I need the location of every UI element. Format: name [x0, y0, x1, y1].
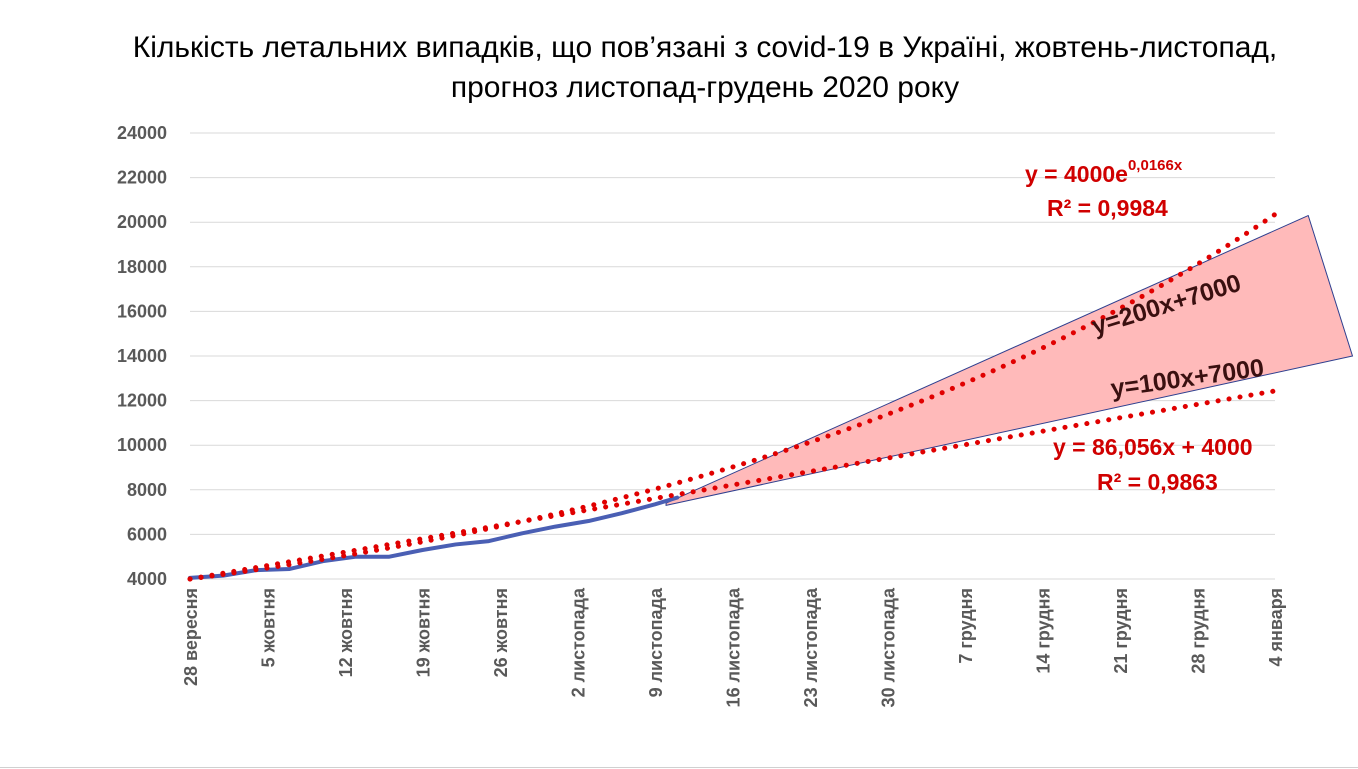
- x-tick-label: 5 жовтня: [259, 588, 279, 667]
- y-tick-label: 6000: [127, 524, 167, 544]
- chart-title-line1: Кількість летальних випадків, що пов’яза…: [132, 31, 1278, 64]
- trendline-exponential: [187, 211, 1278, 582]
- y-tick-label: 24000: [117, 123, 167, 143]
- y-tick-label: 22000: [117, 168, 167, 188]
- y-tick-label: 16000: [117, 301, 167, 321]
- x-tick-label: 12 жовтня: [336, 588, 356, 677]
- x-tick-label: 19 жовтня: [414, 588, 434, 677]
- y-tick-label: 4000: [127, 569, 167, 589]
- x-tick-label: 23 листопада: [801, 587, 821, 707]
- trendlines-group: [187, 211, 1278, 582]
- y-tick-label: 12000: [117, 391, 167, 411]
- x-tick-label: 9 листопада: [646, 587, 666, 697]
- exp-trend-equation: y = 4000e0,0166x: [1025, 157, 1183, 187]
- y-axis: 4000 6000 8000 10000 12000 14000 16000 18000 200…: [117, 123, 167, 589]
- x-tick-label: 30 листопада: [879, 587, 899, 707]
- x-axis: 28 вересня 5 жовтня 12 жовтня 19 жовтня 26 ж…: [181, 587, 1286, 707]
- linear-trend-equation: y = 86,056x + 4000: [1053, 434, 1253, 460]
- x-tick-label: 28 грудня: [1189, 588, 1209, 674]
- x-tick-label: 26 жовтня: [491, 588, 511, 677]
- series-line-actual: [188, 495, 680, 580]
- x-tick-label: 2 листопада: [569, 587, 589, 697]
- exp-trend-equation-exponent: 0,0166x: [1128, 157, 1183, 174]
- y-tick-label: 8000: [127, 480, 167, 500]
- x-tick-label: 14 грудня: [1034, 588, 1054, 674]
- y-tick-label: 20000: [117, 212, 167, 232]
- x-tick-label: 7 грудня: [956, 588, 976, 664]
- linear-trend-r2: R² = 0,9863: [1097, 469, 1218, 495]
- y-tick-label: 14000: [117, 346, 167, 366]
- y-tick-label: 18000: [117, 257, 167, 277]
- y-tick-label: 10000: [117, 435, 167, 455]
- bottom-divider: [0, 767, 1358, 768]
- x-tick-label: 4 января: [1266, 588, 1286, 667]
- x-tick-label: 16 листопада: [724, 587, 744, 707]
- chart-title-line2: прогноз листопад-грудень 2020 року: [450, 71, 960, 104]
- chart-title: Кількість летальних випадків, що пов’яза…: [60, 28, 1350, 108]
- x-tick-label: 21 грудня: [1111, 588, 1131, 674]
- exp-trend-r2: R² = 0,9984: [1047, 195, 1168, 221]
- series-group: [188, 495, 680, 580]
- exp-trend-equation-base: y = 4000e: [1025, 161, 1128, 187]
- x-tick-label: 28 вересня: [181, 588, 201, 686]
